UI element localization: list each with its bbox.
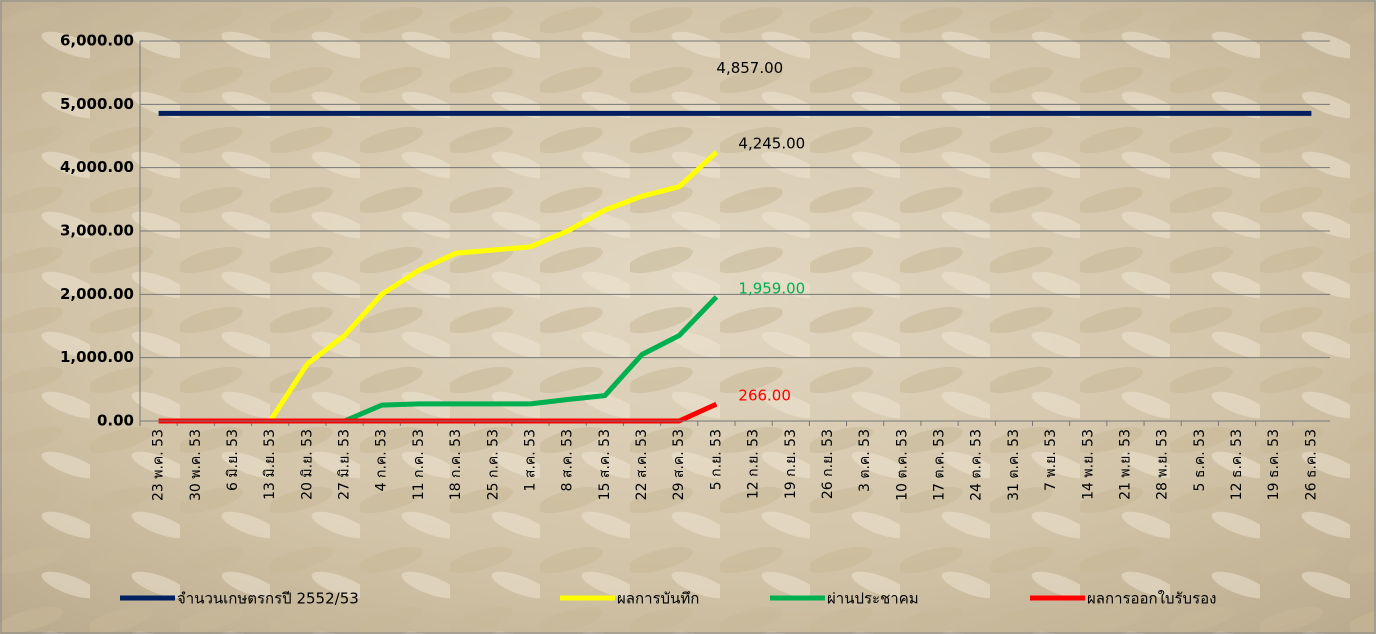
x-tick-label: 5 ก.ย. 53 — [708, 429, 724, 490]
x-tick-label: 31 ต.ค. 53 — [1006, 429, 1022, 501]
data-label: 266.00 — [738, 387, 791, 405]
x-tick-label: 11 ก.ค. 53 — [411, 429, 427, 500]
y-tick-label: 3,000.00 — [60, 222, 134, 240]
data-label: 4,245.00 — [738, 135, 805, 153]
y-tick-label: 0.00 — [97, 412, 134, 430]
y-tick-label: 4,000.00 — [60, 158, 134, 176]
y-tick-label: 1,000.00 — [60, 348, 134, 366]
x-tick-label: 14 พ.ย. 53 — [1080, 429, 1096, 500]
x-tick-label: 26 ก.ย. 53 — [820, 429, 836, 499]
x-tick-label: 29 ส.ค. 53 — [671, 429, 687, 500]
legend-label: ผลการออกใบรับรอง — [1087, 590, 1216, 608]
x-tick-label: 4 ก.ค. 53 — [374, 429, 390, 491]
x-tick-label: 28 พ.ย. 53 — [1155, 429, 1171, 500]
data-label: 1,959.00 — [738, 279, 805, 297]
y-tick-label: 5,000.00 — [60, 95, 134, 113]
x-tick-label: 22 ส.ค. 53 — [634, 429, 650, 500]
x-tick-label: 17 ต.ค. 53 — [932, 429, 948, 501]
x-tick-label: 12 ธ.ค. 53 — [1229, 429, 1245, 500]
x-tick-label: 6 มิ.ย. 53 — [225, 429, 241, 491]
x-tick-label: 7 พ.ย. 53 — [1043, 429, 1059, 491]
x-tick-label: 3 ต.ค. 53 — [857, 429, 873, 492]
x-tick-label: 25 ก.ค. 53 — [485, 429, 501, 500]
data-label: 4,857.00 — [716, 59, 783, 77]
x-tick-label: 15 ส.ค. 53 — [597, 429, 613, 500]
x-tick-label: 1 ส.ค. 53 — [522, 429, 538, 491]
x-tick-label: 19 ธ.ค. 53 — [1266, 429, 1282, 500]
x-tick-label: 13 มิ.ย. 53 — [262, 429, 278, 500]
x-tick-label: 18 ก.ค. 53 — [448, 429, 464, 500]
y-tick-label: 6,000.00 — [60, 32, 134, 50]
legend-label: ผ่านประชาคม — [827, 590, 919, 608]
x-tick-label: 27 มิ.ย. 53 — [337, 429, 353, 500]
y-tick-label: 2,000.00 — [60, 285, 134, 303]
x-tick-label: 12 ก.ย. 53 — [746, 429, 762, 499]
x-tick-label: 20 มิ.ย. 53 — [299, 429, 315, 500]
x-tick-label: 23 พ.ค. 53 — [151, 429, 167, 501]
legend-label: จำนวนเกษตรกรปี 2552/53 — [177, 590, 359, 608]
x-tick-label: 10 ต.ค. 53 — [894, 429, 910, 501]
x-tick-label: 19 ก.ย. 53 — [783, 429, 799, 499]
x-tick-label: 5 ธ.ค. 53 — [1192, 429, 1208, 491]
x-tick-label: 21 พ.ย. 53 — [1117, 429, 1133, 500]
x-tick-label: 26 ธ.ค. 53 — [1303, 429, 1319, 500]
x-tick-label: 30 พ.ค. 53 — [188, 429, 204, 501]
x-tick-label: 8 ส.ค. 53 — [560, 429, 576, 491]
x-tick-label: 24 ต.ค. 53 — [969, 429, 985, 501]
legend-label: ผลการบันทึก — [617, 590, 699, 608]
